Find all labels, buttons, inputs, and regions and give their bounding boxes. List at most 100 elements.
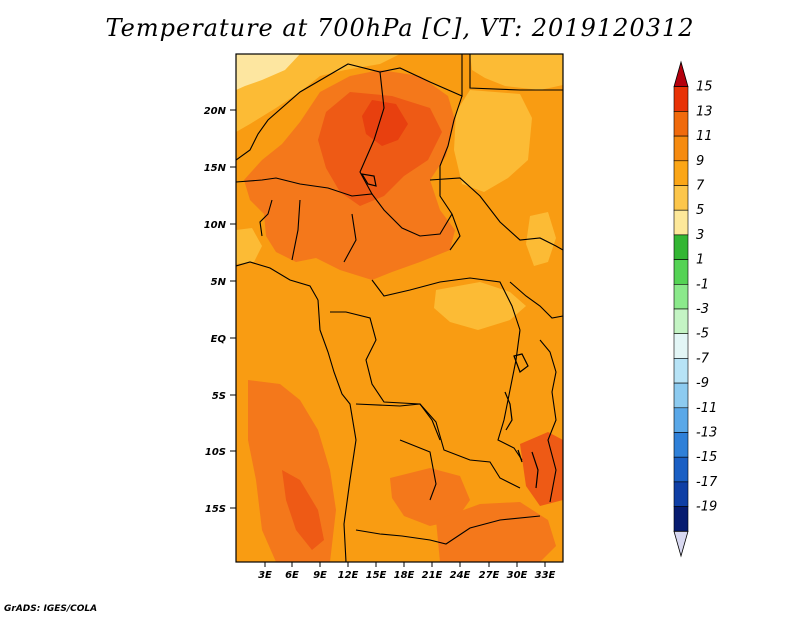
colorbar-label: -1	[696, 277, 709, 292]
coast-indian-ocean	[539, 339, 557, 503]
colorbar-label: -3	[696, 302, 709, 317]
field-hot-namibia	[282, 470, 324, 550]
field-cool-congo	[434, 282, 526, 330]
colorbar-swatch	[673, 333, 689, 359]
colorbar-swatch	[673, 283, 689, 310]
border-zambia-inner	[399, 439, 437, 501]
lon-label: 3E	[258, 570, 272, 581]
lat-label: 5S	[212, 391, 226, 402]
colorbar-label: 1	[696, 253, 704, 268]
border-sahel-south	[236, 177, 453, 237]
border-angola-zambia	[355, 403, 521, 489]
lon-label: 21E	[422, 570, 443, 581]
colorbar-label: -17	[696, 475, 718, 490]
field-cool-west-coast	[236, 228, 262, 264]
field-warm-zambia	[390, 468, 470, 526]
lon-label: 9E	[313, 570, 327, 581]
colorbar-swatch	[673, 160, 689, 186]
lon-label: 6E	[285, 570, 299, 581]
border-cameroon	[343, 213, 357, 263]
colorbar-label: -7	[696, 351, 710, 366]
colorbar-swatch	[673, 382, 689, 409]
border-sudan-south	[429, 177, 563, 251]
colorbar-swatch	[673, 407, 689, 433]
colorbar-label: -11	[696, 401, 717, 416]
colorbar-label: -15	[696, 450, 717, 465]
border-north	[236, 54, 463, 161]
colorbar-arrow-bottom	[673, 530, 689, 558]
colorbar-swatch	[673, 135, 689, 162]
colorbar-label: 7	[696, 179, 705, 194]
colorbar-label: -19	[696, 500, 717, 515]
lon-label: 12E	[338, 570, 359, 581]
country-borders	[236, 54, 563, 562]
lon-label: 30E	[507, 570, 528, 581]
colorbar-swatch	[673, 358, 689, 384]
map-frame	[235, 53, 564, 563]
lat-label: 15N	[204, 163, 227, 174]
border-niger-chad	[359, 71, 385, 195]
colorbar-swatch	[673, 209, 689, 236]
lon-label: 15E	[366, 570, 387, 581]
latitude-axis: 20N 15N 10N 5N EQ 5S 10S 15S	[204, 106, 236, 515]
border-west-coast	[236, 261, 319, 301]
lake-malawi	[531, 451, 539, 489]
border-south	[355, 515, 541, 545]
lat-label: 20N	[204, 106, 227, 117]
field-cool-sudan	[454, 90, 532, 192]
lat-label: 5N	[211, 277, 227, 288]
coast-atlantic	[317, 299, 357, 562]
colorbar-label: -13	[696, 426, 717, 441]
field-cool-north-west	[236, 54, 400, 132]
lake-tanganyika	[504, 391, 513, 431]
border-congo-drc	[330, 311, 441, 441]
lat-label: 10S	[205, 447, 226, 458]
colorbar-swatch	[673, 234, 689, 260]
grads-credit: GrADS: IGES/COLA	[4, 604, 98, 614]
lake-mweru	[517, 449, 523, 463]
colorbar-swatch	[673, 481, 689, 507]
lake-victoria	[513, 353, 529, 373]
field-hottest-core	[362, 100, 408, 146]
border-egypt-libya	[469, 54, 563, 91]
border-guinea	[259, 199, 273, 237]
temperature-field	[236, 54, 563, 562]
lat-label: 15S	[205, 504, 226, 515]
lon-label: 27E	[479, 570, 500, 581]
lon-label: 33E	[535, 570, 556, 581]
colorbar-label: 13	[696, 104, 713, 119]
border-car-south	[371, 277, 521, 331]
colorbar-label: 5	[696, 203, 704, 218]
lon-label: 18E	[394, 570, 415, 581]
lat-label: 10N	[204, 220, 227, 231]
colorbar-label: 3	[696, 228, 704, 243]
colorbar-label: 15	[696, 80, 713, 95]
colorbar-label: -5	[696, 327, 709, 342]
longitude-axis: 3E 6E 9E 12E 15E 18E 21E 24E 27E 30E 33E	[258, 562, 556, 581]
border-chad-sudan	[439, 95, 463, 251]
colorbar-swatch	[673, 86, 689, 112]
field-cool-north-east	[470, 54, 563, 90]
border-uganda-kenya	[509, 281, 563, 319]
chart-title: Temperature at 700hPa [C], VT: 201912031…	[105, 14, 695, 42]
colorbar-label: -9	[696, 376, 709, 391]
lakes	[360, 173, 539, 489]
border-ghana	[291, 199, 301, 261]
lake-chad	[360, 173, 377, 187]
colorbar: 15 13 11 9 7 5 3 1 -1 -3 -5 -7 -9 -11 -13 -15 -17 -19	[673, 60, 718, 558]
colorbar-arrow-top	[673, 60, 689, 88]
colorbar-swatch	[673, 456, 689, 483]
colorbar-label: 11	[696, 129, 713, 144]
colorbar-label: 9	[696, 154, 704, 169]
colorbar-swatch	[673, 308, 689, 335]
colorbar-swatch	[673, 506, 689, 532]
colorbar-swatch	[673, 111, 689, 137]
colorbar-swatch	[673, 432, 689, 458]
field-cool-north-west-core	[236, 54, 300, 90]
lat-label: EQ	[211, 334, 227, 345]
colorbar-swatch	[673, 259, 689, 285]
lon-label: 24E	[450, 570, 471, 581]
field-hot-niger-chad	[318, 92, 442, 206]
colorbar-swatch	[673, 185, 689, 211]
